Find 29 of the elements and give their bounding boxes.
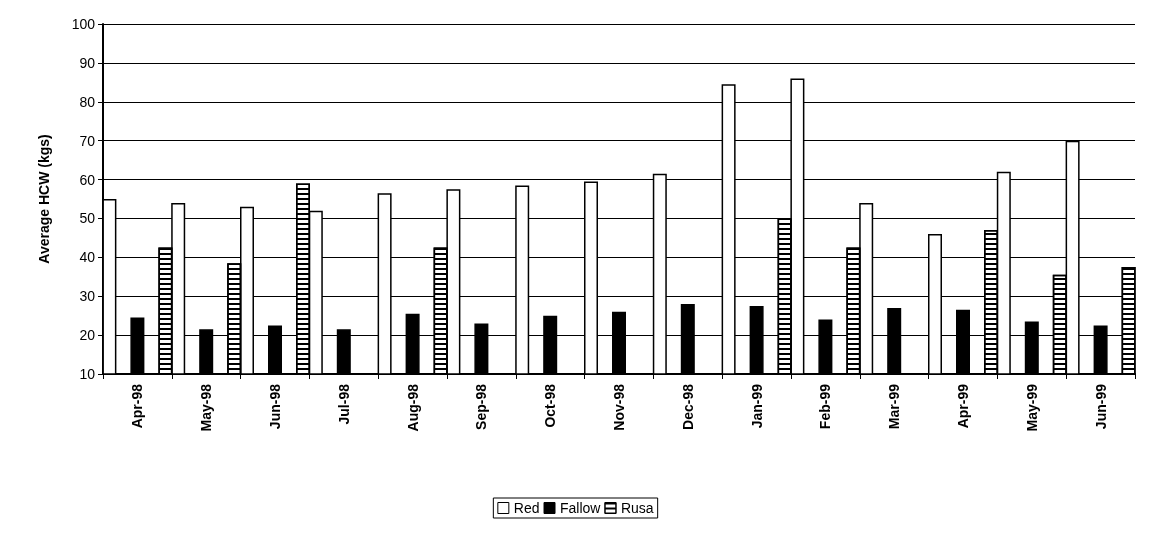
y-tick-label: 70: [79, 132, 96, 149]
x-tick-label: Apr-98: [129, 383, 146, 429]
y-tick-label: 10: [79, 366, 96, 382]
y-tick-label: 90: [79, 54, 96, 71]
x-tick-label: Apr-99: [955, 383, 971, 429]
x-tick-label: Jan-99: [748, 383, 765, 429]
y-tick-label: 20: [79, 327, 96, 344]
y-tick-label: 40: [79, 249, 96, 266]
x-tick-label: Oct-98: [542, 383, 559, 428]
x-tick-label: Dec-98: [679, 383, 696, 430]
x-tick-label: Sep-98: [473, 383, 490, 430]
y-tick-label: 50: [79, 210, 96, 227]
x-tick-label: Feb-99: [817, 383, 834, 430]
x-tick-label: Jun-98: [267, 383, 283, 430]
y-tick-label: 60: [79, 171, 96, 188]
x-tick-label: Nov-98: [611, 383, 627, 431]
x-tick-label: Mar-99: [886, 383, 903, 430]
y-axis-title: Average HCW (kgs): [36, 134, 52, 264]
x-tick-label: Jun-99: [1092, 383, 1109, 430]
x-tick-label: May-99: [1023, 383, 1040, 432]
y-tick-label: 80: [79, 93, 96, 110]
legend-label: Rusa: [620, 500, 654, 516]
x-tick-label: Jul-98: [335, 383, 352, 425]
legend-label: Fallow: [560, 500, 602, 516]
y-tick-label: 100: [71, 16, 96, 32]
x-tick-label: May-98: [198, 383, 215, 432]
legend-label: Red: [513, 500, 540, 516]
y-tick-label: 30: [79, 288, 96, 305]
x-tick-label: Aug-98: [404, 383, 421, 432]
